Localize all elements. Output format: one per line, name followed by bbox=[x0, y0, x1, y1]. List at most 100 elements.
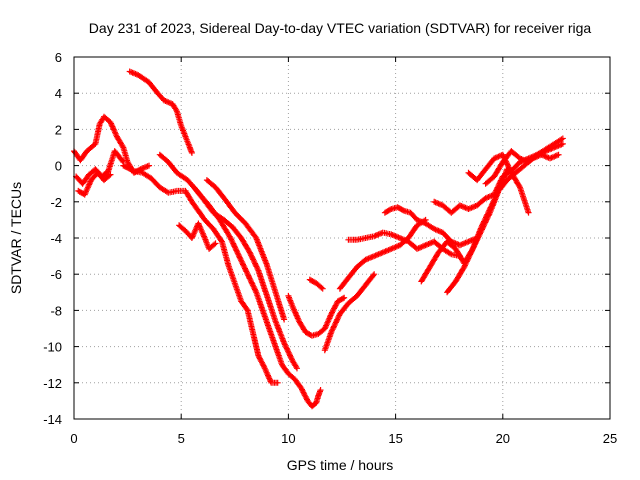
series-track-8 bbox=[203, 177, 288, 323]
series-segment bbox=[242, 220, 259, 240]
data-point bbox=[146, 162, 153, 169]
data-point bbox=[559, 140, 566, 147]
series-segment bbox=[279, 361, 291, 376]
series-segment bbox=[394, 204, 406, 214]
series-layer bbox=[71, 68, 566, 410]
series-segment bbox=[315, 326, 327, 337]
series-segment bbox=[146, 79, 160, 95]
series-segment bbox=[79, 172, 92, 187]
series-segment bbox=[281, 340, 295, 363]
series-segment bbox=[255, 352, 268, 370]
y-tick-label: 2 bbox=[55, 122, 62, 137]
x-tick-label: 25 bbox=[603, 431, 617, 446]
series-segment bbox=[212, 184, 227, 200]
series-segment bbox=[405, 223, 420, 241]
series-segment bbox=[236, 253, 250, 276]
series-segment bbox=[113, 133, 126, 150]
series-segment bbox=[439, 229, 454, 244]
series-segment bbox=[321, 312, 334, 332]
series-segment bbox=[444, 279, 458, 296]
series-segment bbox=[107, 119, 120, 139]
series-segment bbox=[495, 178, 510, 194]
series-segment bbox=[266, 325, 278, 349]
series-segment bbox=[298, 385, 310, 403]
series-segment bbox=[238, 235, 252, 255]
series-segment bbox=[253, 235, 270, 267]
y-tick-label: -12 bbox=[43, 376, 62, 391]
series-segment bbox=[551, 136, 565, 147]
series-segment bbox=[169, 101, 180, 113]
series-segment bbox=[482, 156, 497, 173]
series-segment bbox=[203, 177, 218, 190]
series-segment bbox=[285, 370, 297, 382]
series-segment bbox=[206, 241, 218, 252]
series-segment bbox=[139, 169, 153, 181]
data-point bbox=[212, 240, 219, 247]
y-tick-label: -14 bbox=[43, 412, 62, 427]
series-segment bbox=[255, 267, 270, 298]
series-segment bbox=[534, 147, 548, 158]
series-segment bbox=[259, 307, 272, 330]
data-point bbox=[274, 379, 281, 386]
series-segment bbox=[264, 262, 279, 294]
series-segment bbox=[328, 312, 343, 336]
series-segment bbox=[551, 141, 565, 151]
y-tick-label: 4 bbox=[55, 86, 62, 101]
series-segment bbox=[244, 271, 259, 294]
y-tick-label: -6 bbox=[50, 267, 62, 282]
x-tick-label: 0 bbox=[70, 431, 77, 446]
series-segment bbox=[229, 224, 244, 240]
series-segment bbox=[469, 229, 484, 252]
y-tick-label: -2 bbox=[50, 195, 62, 210]
series-segment bbox=[508, 169, 523, 189]
series-segment bbox=[345, 265, 360, 281]
series-segment bbox=[227, 235, 242, 258]
series-segment bbox=[289, 358, 300, 370]
y-tick-label: -4 bbox=[50, 231, 62, 246]
series-segment bbox=[272, 318, 287, 345]
series-segment bbox=[83, 141, 98, 155]
series-track-5 bbox=[120, 162, 281, 386]
series-segment bbox=[101, 113, 113, 125]
series-segment bbox=[381, 206, 393, 216]
series-segment bbox=[154, 90, 166, 103]
series-segment bbox=[148, 175, 162, 190]
series-segment bbox=[461, 247, 476, 270]
series-segment bbox=[135, 72, 151, 85]
series-segment bbox=[334, 295, 346, 305]
series-track-2 bbox=[73, 148, 127, 187]
series-segment bbox=[478, 211, 493, 234]
series-segment bbox=[173, 169, 190, 183]
series-segment bbox=[362, 233, 376, 241]
series-segment bbox=[525, 152, 539, 165]
series-segment bbox=[491, 160, 505, 180]
series-track-10 bbox=[285, 292, 348, 339]
y-axis-label: SDTVAR / TECUs bbox=[8, 182, 24, 294]
series-segment bbox=[188, 198, 201, 213]
series-track-11 bbox=[306, 276, 326, 292]
series-segment bbox=[306, 276, 318, 286]
data-point bbox=[559, 135, 566, 142]
series-segment bbox=[452, 245, 467, 265]
series-segment bbox=[182, 187, 195, 204]
series-segment bbox=[231, 209, 248, 226]
grid-layer bbox=[74, 57, 610, 419]
series-segment bbox=[354, 235, 367, 243]
series-segment bbox=[105, 149, 118, 174]
series-track-3 bbox=[75, 169, 114, 198]
series-segment bbox=[77, 149, 89, 164]
x-axis-label: GPS time / hours bbox=[287, 457, 394, 473]
data-point bbox=[317, 387, 324, 394]
series-segment bbox=[474, 196, 488, 209]
data-point bbox=[107, 171, 114, 178]
series-segment bbox=[195, 207, 207, 222]
series-segment bbox=[253, 289, 266, 312]
series-segment bbox=[418, 265, 433, 285]
series-segment bbox=[238, 298, 250, 313]
series-segment bbox=[176, 222, 188, 233]
series-segment bbox=[218, 238, 231, 267]
series-segment bbox=[191, 184, 205, 200]
series-segment bbox=[354, 283, 368, 299]
series-segment bbox=[244, 307, 257, 339]
